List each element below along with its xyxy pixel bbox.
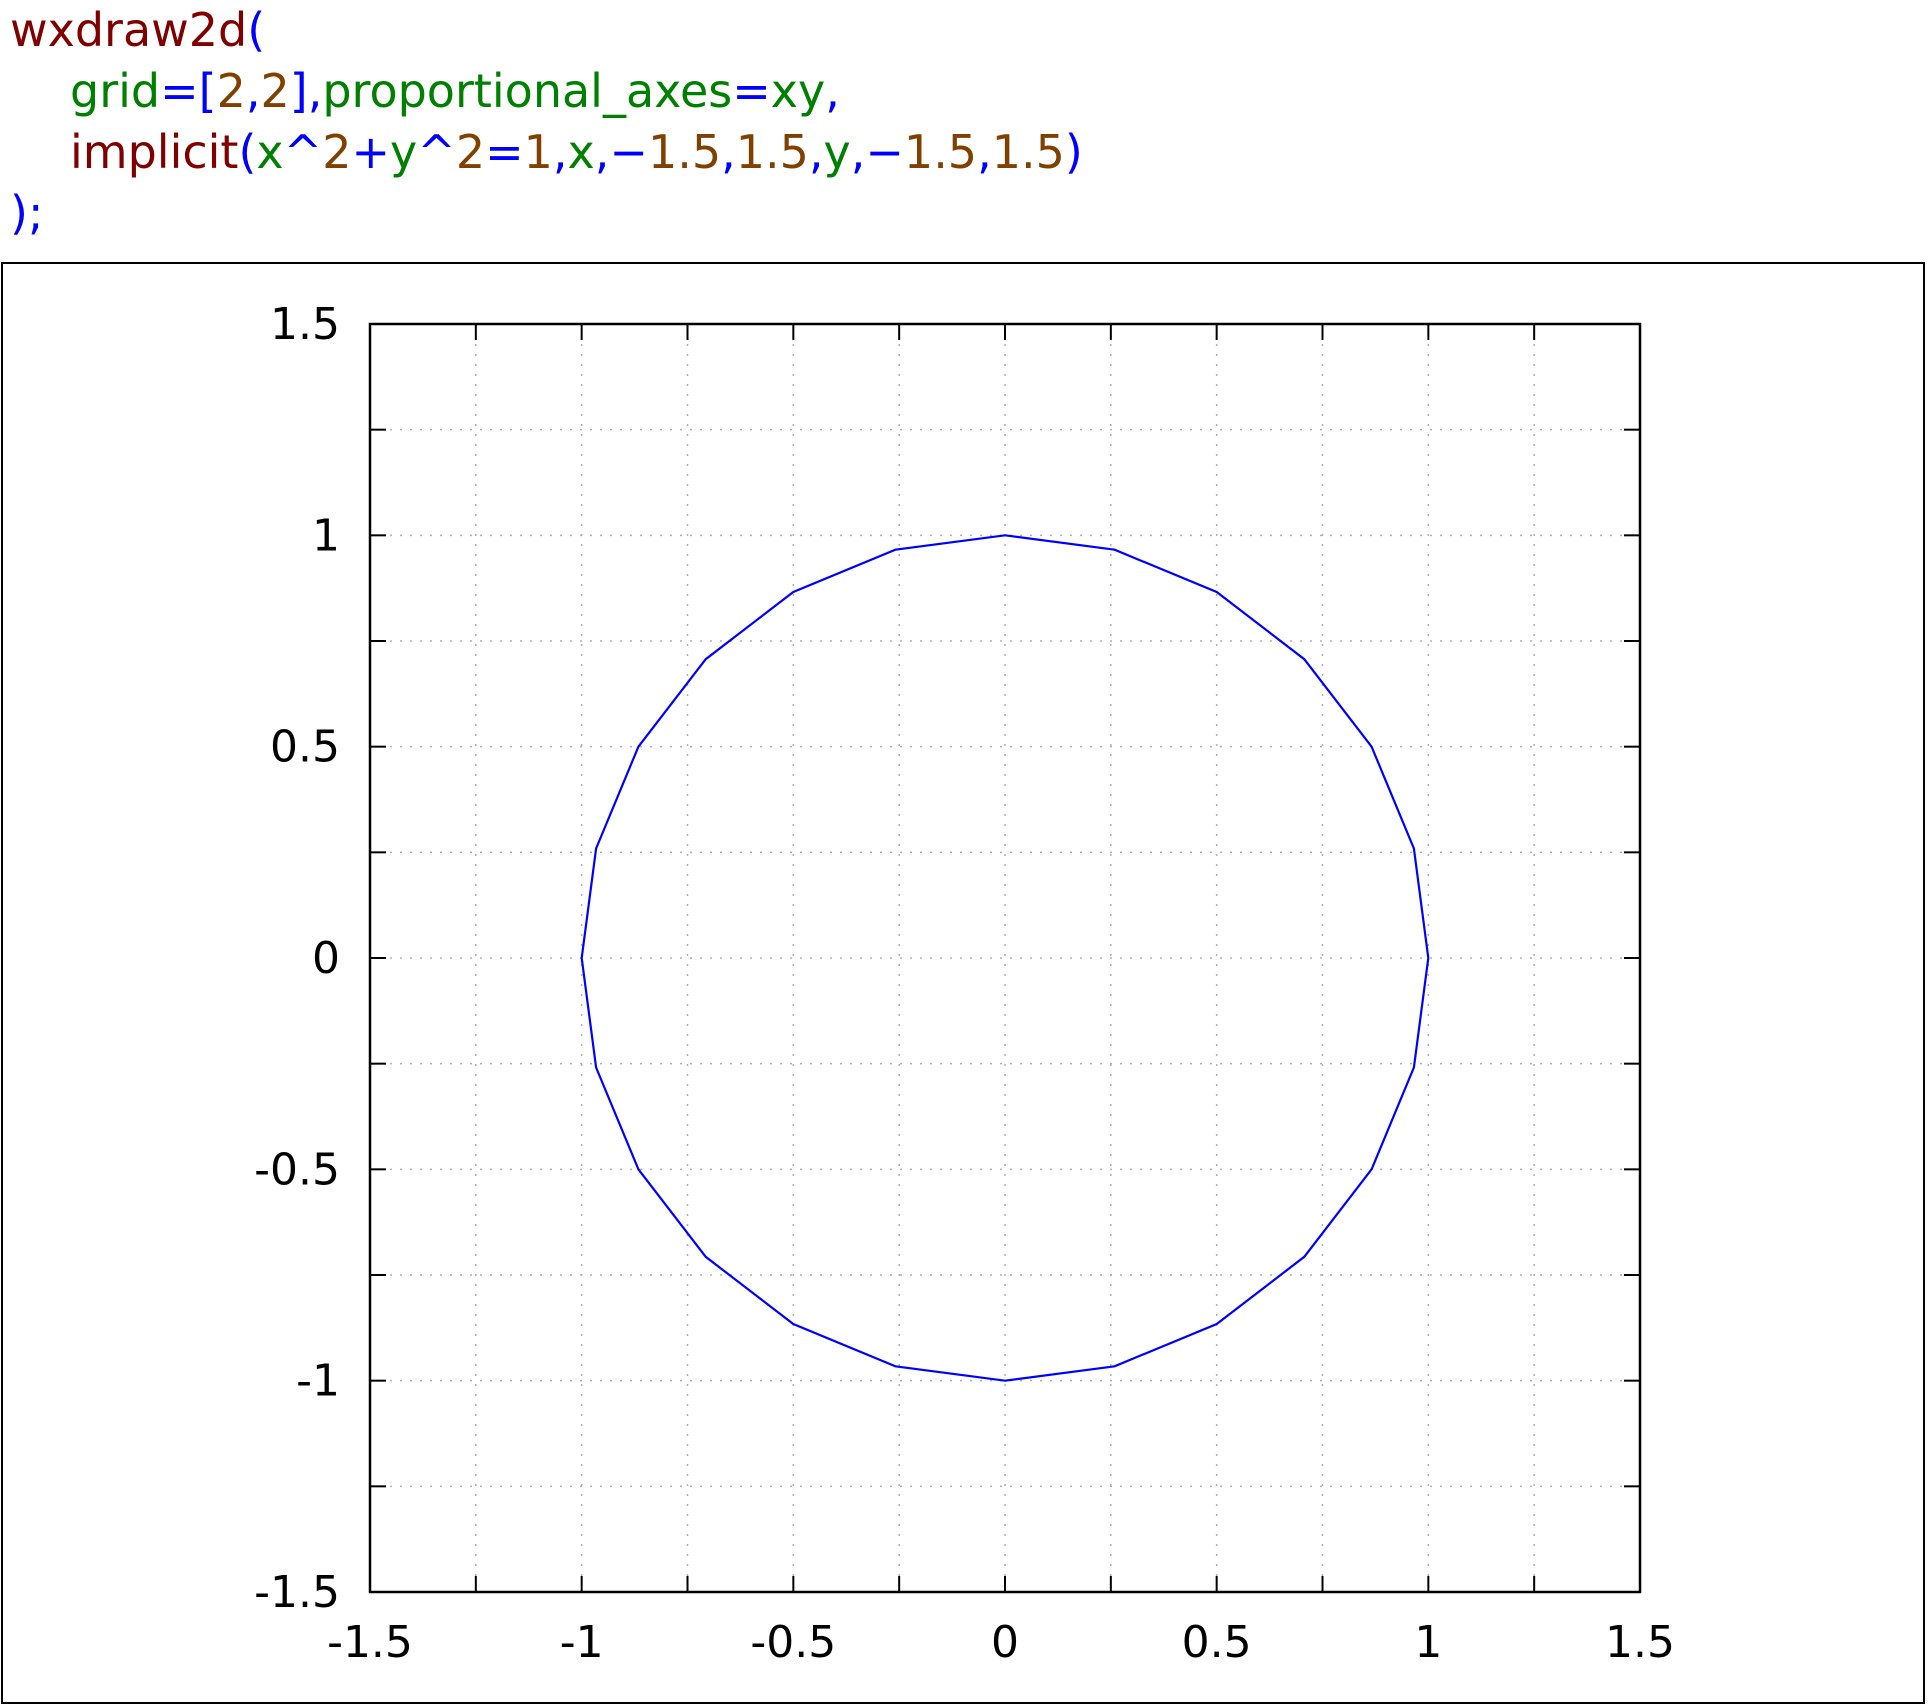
code-token: ^ xyxy=(417,125,456,179)
plot-area-border xyxy=(368,322,1642,1594)
code-token: 1.5 xyxy=(647,125,722,179)
code-token: ] xyxy=(289,64,308,118)
x-tick-label: -0.5 xyxy=(750,1617,836,1668)
code-token: , xyxy=(808,125,824,179)
code-token: 1.5 xyxy=(991,125,1065,179)
code-token: y xyxy=(823,125,851,179)
code-line: ); xyxy=(10,183,1083,244)
code-token: ( xyxy=(247,3,266,57)
code-token: 2 xyxy=(216,64,246,118)
code-token: wxdraw2d xyxy=(10,3,248,57)
code-token: ( xyxy=(238,125,257,179)
y-tick-label: 1.5 xyxy=(270,299,340,350)
code-token: ^ xyxy=(283,125,323,179)
y-tick-label: 1 xyxy=(312,510,340,561)
code-token: , xyxy=(977,125,992,179)
code-token: , xyxy=(307,64,323,118)
y-tick-label: 0.5 xyxy=(270,722,340,773)
code-line: grid=[2,2],proportional_axes=xy, xyxy=(10,61,1083,122)
code-token: grid xyxy=(70,64,161,118)
chart-svg: -1.5 -1 -0.5 0 0.5 1 1.5 -1.5 -1 -0.5 0 0.5 1 1.5 xyxy=(254,299,1675,1668)
code-token: 2 xyxy=(322,125,352,179)
x-tick-label: 0.5 xyxy=(1182,1617,1252,1668)
code-token: , xyxy=(245,64,261,118)
code-token: 2 xyxy=(455,125,486,179)
y-tick-label: -0.5 xyxy=(254,1144,340,1195)
code-line: implicit(x^2+y^2=1,x,−1.5,1.5,y,−1.5,1.5… xyxy=(10,122,1083,183)
code-line: wxdraw2d( xyxy=(10,0,1083,61)
code-token: , xyxy=(850,125,866,179)
x-tick-label: -1.5 xyxy=(327,1617,413,1668)
code-token: ) xyxy=(1064,125,1083,179)
y-tick-label: -1 xyxy=(296,1356,340,1407)
code-input-cell[interactable]: wxdraw2d(grid=[2,2],proportional_axes=xy… xyxy=(10,0,1083,244)
code-token: 1.5 xyxy=(735,125,809,179)
code-token: 1.5 xyxy=(903,125,978,179)
code-token: − xyxy=(865,125,904,179)
code-token: 1 xyxy=(523,125,553,179)
code-token: + xyxy=(351,125,391,179)
x-tick-label: 1 xyxy=(1414,1617,1442,1668)
code-token: = xyxy=(732,64,771,118)
code-token: x xyxy=(567,125,595,179)
plot-output: -1.5 -1 -0.5 0 0.5 1 1.5 -1.5 -1 -0.5 0 0.5 1 1.5 xyxy=(1,262,1925,1704)
x-tick-label: 1.5 xyxy=(1605,1617,1675,1668)
code-token: , xyxy=(552,125,568,179)
code-token: xy xyxy=(770,64,826,118)
code-token: 2 xyxy=(260,64,290,118)
x-tick-label: 0 xyxy=(991,1617,1019,1668)
code-token: = xyxy=(160,64,199,118)
code-token: , xyxy=(594,125,610,179)
code-token: , xyxy=(825,64,840,118)
y-tick-label: 0 xyxy=(312,933,340,984)
code-token: x xyxy=(256,125,284,179)
y-tick-label: -1.5 xyxy=(254,1567,340,1618)
series-line xyxy=(580,534,1430,1382)
code-token: , xyxy=(721,125,736,179)
code-token: implicit xyxy=(70,125,239,179)
code-token: proportional_axes xyxy=(322,64,733,118)
x-tick-label: -1 xyxy=(560,1617,604,1668)
code-token: ); xyxy=(10,186,44,240)
code-token: y xyxy=(390,125,418,179)
code-token: − xyxy=(609,125,648,179)
code-token: = xyxy=(485,125,524,179)
code-token: [ xyxy=(198,64,217,118)
